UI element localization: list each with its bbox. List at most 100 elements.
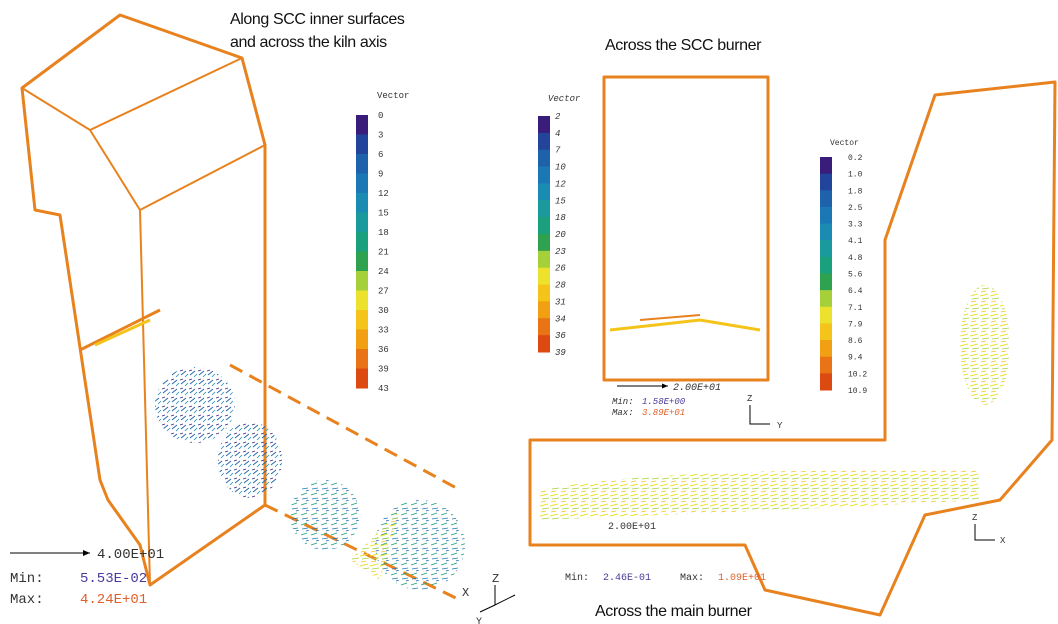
legend-swatch (538, 150, 550, 167)
axis-letter: Y (476, 617, 482, 624)
main-burner-section (530, 82, 1055, 615)
legend-swatch (538, 335, 550, 352)
legend-label: 43 (378, 384, 389, 394)
legend-swatch (820, 257, 832, 274)
legend-label: 12 (378, 189, 389, 199)
title-line: and across the kiln axis (230, 34, 387, 51)
legend-label: 2.5 (848, 204, 863, 213)
legend-swatch (356, 213, 368, 233)
legend-label: 10 (555, 163, 566, 173)
min-value: 2.46E-01 (603, 573, 651, 584)
legend-label: 7 (555, 146, 561, 156)
max-value: 4.24E+01 (80, 592, 147, 608)
min-value: 1.58E+00 (642, 397, 686, 407)
legend-swatch (820, 290, 832, 307)
legend-label: 4.1 (848, 237, 863, 246)
scale-label: 4.00E+01 (97, 547, 164, 563)
legend-label: 21 (378, 248, 389, 258)
axis-letter: X (462, 586, 469, 600)
figure: Along SCC inner surfaces and across the … (0, 0, 1058, 624)
legend-label: 39 (555, 348, 566, 358)
legend-swatch (538, 200, 550, 217)
legend-title: Vector (377, 91, 409, 101)
legend-label: 10.2 (848, 370, 867, 379)
min-label: Min: (10, 571, 44, 587)
axis-letter: Y (777, 421, 783, 431)
legend-swatch (820, 373, 832, 390)
legend-label: 3.3 (848, 221, 863, 230)
legend-swatch (820, 207, 832, 224)
axis-triad (480, 585, 515, 612)
legend-label: 7.1 (848, 304, 863, 313)
max-label: Max: (680, 573, 704, 584)
axis-letter: Z (972, 513, 978, 523)
legend-swatch (356, 174, 368, 194)
legend-label: 15 (555, 196, 566, 206)
legend-swatch (820, 340, 832, 357)
legend-label: 39 (378, 365, 389, 375)
legend-title: Vector (548, 94, 581, 104)
legend-swatch (820, 274, 832, 291)
title-line: Along SCC inner surfaces (230, 11, 405, 28)
legend-swatch (538, 234, 550, 251)
legend-swatch (356, 252, 368, 272)
legend-label: 6.4 (848, 287, 863, 296)
legend-label: 10.9 (848, 387, 867, 396)
max-value: 3.89E+01 (642, 408, 685, 418)
legend-label: 9 (378, 170, 383, 180)
legend-label: 9.4 (848, 354, 863, 363)
legend-label: 31 (555, 297, 566, 307)
legend-label: 27 (378, 287, 389, 297)
max-label: Max: (10, 592, 44, 608)
axis-letter: X (1000, 536, 1006, 546)
min-label: Min: (565, 572, 589, 584)
legend-label: 28 (555, 281, 566, 291)
legend-swatch (538, 167, 550, 184)
legend-label: 18 (555, 213, 566, 223)
legend-label: 33 (378, 326, 389, 336)
legend-label: 36 (378, 345, 389, 355)
legend-label: 7.9 (848, 320, 863, 329)
legend-label: 15 (378, 209, 389, 219)
legend-swatch (356, 232, 368, 252)
legend-swatch (538, 217, 550, 234)
legend-label: 4 (555, 129, 560, 139)
legend-label: 20 (555, 230, 566, 240)
legend-label: 36 (555, 331, 566, 341)
legend-label: 3 (378, 131, 383, 141)
legend-label: 34 (555, 314, 566, 324)
legend-swatch (356, 154, 368, 174)
axis-letter: Z (747, 394, 753, 404)
legend-swatch (538, 183, 550, 200)
min-label: Min: (612, 397, 634, 407)
legend-label: 26 (555, 264, 566, 274)
legend-swatch (356, 330, 368, 350)
legend-label: 1.0 (848, 171, 863, 180)
max-label: Max: (612, 408, 634, 418)
legend-swatch (538, 116, 550, 133)
legend-label: 5.6 (848, 271, 863, 280)
legend-label: 18 (378, 228, 389, 238)
legend-swatch (820, 307, 832, 324)
legend-label: 1.8 (848, 187, 863, 196)
legend-label: 24 (378, 267, 389, 277)
arrow-head (83, 550, 90, 556)
legend-swatch (356, 193, 368, 213)
scale-label: 2.00E+01 (673, 383, 721, 394)
legend-swatch (356, 310, 368, 330)
axis-triad (975, 524, 995, 540)
legend-swatch (538, 268, 550, 285)
legend-swatch (820, 174, 832, 191)
legend-swatch (538, 285, 550, 302)
legend-label: 8.6 (848, 337, 863, 346)
panel-title: Across the SCC burner (605, 37, 762, 54)
legend-title: Vector (830, 139, 859, 148)
legend-label: 23 (555, 247, 566, 257)
scale-label: 2.00E+01 (608, 522, 656, 533)
legend-swatch (356, 135, 368, 155)
scc-burner-section (604, 77, 768, 380)
legend-label: 0 (378, 111, 383, 121)
legend-swatch (356, 115, 368, 135)
legend-swatch (538, 133, 550, 150)
legend-swatch (356, 291, 368, 311)
